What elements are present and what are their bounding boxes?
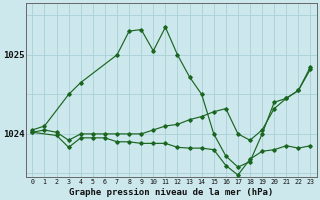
X-axis label: Graphe pression niveau de la mer (hPa): Graphe pression niveau de la mer (hPa)	[69, 188, 274, 197]
